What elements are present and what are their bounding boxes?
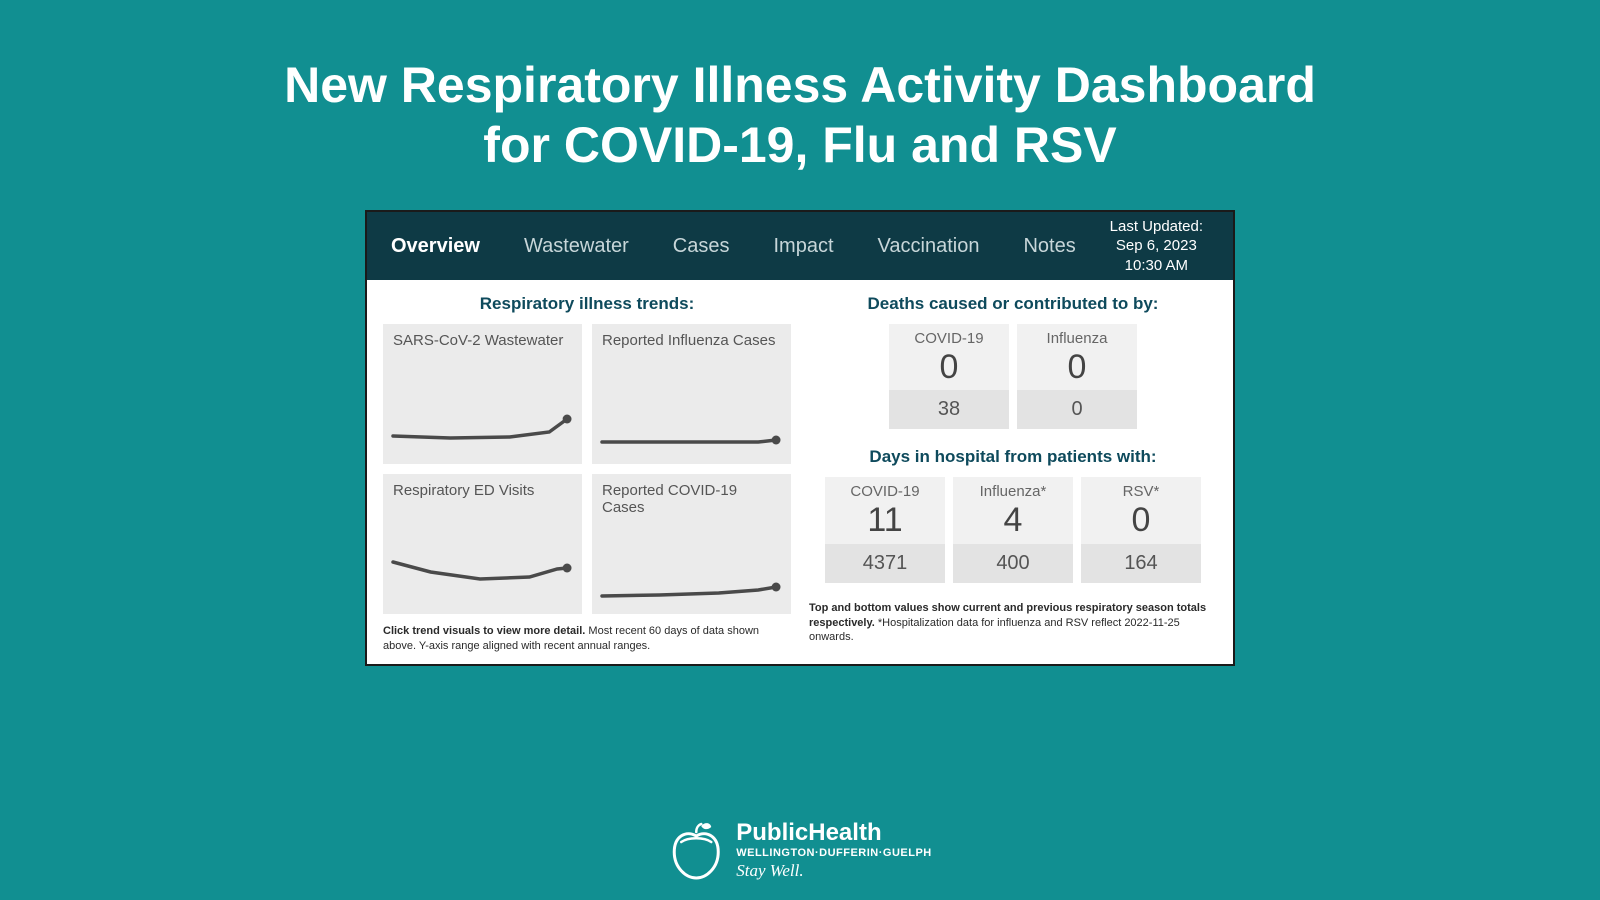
trend-card-wastewater[interactable]: SARS-CoV-2 Wastewater <box>383 324 582 464</box>
tab-cases[interactable]: Cases <box>651 235 752 258</box>
stat-value: 0 <box>1085 502 1197 541</box>
headline-line-1: New Respiratory Illness Activity Dashboa… <box>0 55 1600 115</box>
hospital-row-prev: 4371 400 164 <box>809 544 1217 583</box>
dashboard-panel: Overview Wastewater Cases Impact Vaccina… <box>365 210 1235 666</box>
deaths-group: Deaths caused or contributed to by: COVI… <box>809 294 1217 429</box>
hospital-row-current: COVID-19 11 Influenza* 4 RSV* 0 <box>809 477 1217 543</box>
stat-label: RSV* <box>1085 483 1197 500</box>
stat-value: 0 <box>893 349 1005 388</box>
trend-label: Reported COVID-19 Cases <box>602 482 781 516</box>
tab-impact[interactable]: Impact <box>752 235 856 258</box>
last-updated: Last Updated: Sep 6, 2023 10:30 AM <box>1098 217 1215 276</box>
tab-wastewater[interactable]: Wastewater <box>502 235 651 258</box>
trend-card-covid-cases[interactable]: Reported COVID-19 Cases <box>592 474 791 614</box>
deaths-title: Deaths caused or contributed to by: <box>809 294 1217 314</box>
trend-label: SARS-CoV-2 Wastewater <box>393 332 572 349</box>
hospital-covid-box: COVID-19 11 <box>825 477 945 543</box>
stats-column: Deaths caused or contributed to by: COVI… <box>809 294 1217 654</box>
trends-footnote: Click trend visuals to view more detail.… <box>383 624 791 654</box>
hospital-covid-prev: 4371 <box>825 544 945 583</box>
trends-footnote-bold: Click trend visuals to view more detail. <box>383 625 585 637</box>
stat-label: COVID-19 <box>829 483 941 500</box>
public-health-logo: PublicHealth WELLINGTON·DUFFERIN·GUELPH … <box>668 820 932 882</box>
deaths-covid-prev: 38 <box>889 390 1009 429</box>
logo-line-2: WELLINGTON·DUFFERIN·GUELPH <box>736 847 932 859</box>
stat-label: COVID-19 <box>893 330 1005 347</box>
page-headline: New Respiratory Illness Activity Dashboa… <box>0 0 1600 175</box>
deaths-row-prev: 38 0 <box>809 390 1217 429</box>
logo-line-1: PublicHealth <box>736 821 932 845</box>
trend-card-influenza[interactable]: Reported Influenza Cases <box>592 324 791 464</box>
apple-icon <box>668 820 724 882</box>
tab-overview[interactable]: Overview <box>385 235 502 258</box>
trend-sparkline-icon <box>391 364 574 454</box>
stat-value: 11 <box>829 502 941 541</box>
trend-sparkline-icon <box>600 364 783 454</box>
hospital-rsv-box: RSV* 0 <box>1081 477 1201 543</box>
trend-label: Respiratory ED Visits <box>393 482 572 499</box>
hospital-rsv-prev: 164 <box>1081 544 1201 583</box>
last-updated-label: Last Updated: <box>1098 217 1215 237</box>
headline-line-2: for COVID-19, Flu and RSV <box>0 115 1600 175</box>
trend-sparkline-icon <box>391 514 574 604</box>
deaths-influenza-prev: 0 <box>1017 390 1137 429</box>
tab-notes[interactable]: Notes <box>1001 235 1097 258</box>
hospital-group: Days in hospital from patients with: COV… <box>809 447 1217 582</box>
trend-sparkline-icon <box>600 514 783 604</box>
logo-line-3: Stay Well. <box>736 861 932 881</box>
deaths-covid-box: COVID-19 0 <box>889 324 1009 390</box>
hospital-influenza-prev: 400 <box>953 544 1073 583</box>
tab-vaccination[interactable]: Vaccination <box>856 235 1002 258</box>
stat-label: Influenza* <box>957 483 1069 500</box>
trend-grid: SARS-CoV-2 Wastewater Reported Influenza… <box>383 324 791 614</box>
stat-value: 4 <box>957 502 1069 541</box>
hospital-footnote: Top and bottom values show current and p… <box>809 601 1217 646</box>
trend-label: Reported Influenza Cases <box>602 332 781 349</box>
deaths-row-current: COVID-19 0 Influenza 0 <box>809 324 1217 390</box>
hospital-title: Days in hospital from patients with: <box>809 447 1217 467</box>
dashboard-body: Respiratory illness trends: SARS-CoV-2 W… <box>367 280 1233 664</box>
stat-value: 0 <box>1021 349 1133 388</box>
hospital-influenza-box: Influenza* 4 <box>953 477 1073 543</box>
last-updated-value: Sep 6, 2023 10:30 AM <box>1098 236 1215 275</box>
stat-label: Influenza <box>1021 330 1133 347</box>
logo-text: PublicHealth WELLINGTON·DUFFERIN·GUELPH … <box>736 821 932 881</box>
deaths-influenza-box: Influenza 0 <box>1017 324 1137 390</box>
trends-title: Respiratory illness trends: <box>383 294 791 314</box>
tab-bar: Overview Wastewater Cases Impact Vaccina… <box>367 212 1233 280</box>
trend-card-ed-visits[interactable]: Respiratory ED Visits <box>383 474 582 614</box>
trends-column: Respiratory illness trends: SARS-CoV-2 W… <box>383 294 791 654</box>
